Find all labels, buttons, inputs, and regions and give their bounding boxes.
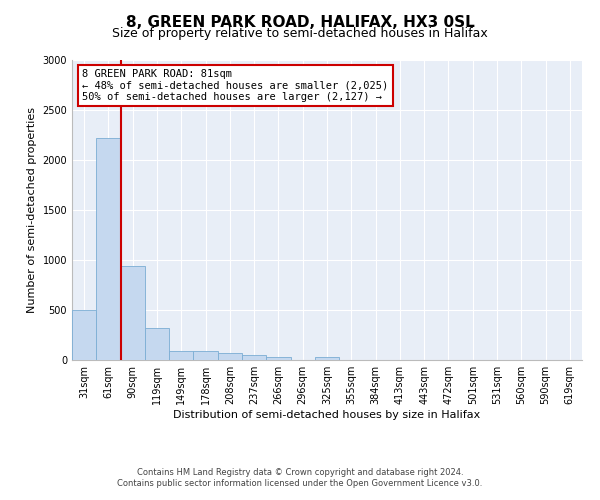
Bar: [218, 352, 242, 360]
Bar: [193, 351, 218, 360]
X-axis label: Distribution of semi-detached houses by size in Halifax: Distribution of semi-detached houses by …: [173, 410, 481, 420]
Bar: [72, 310, 96, 360]
Bar: [266, 357, 290, 360]
Text: Contains HM Land Registry data © Crown copyright and database right 2024.
Contai: Contains HM Land Registry data © Crown c…: [118, 468, 482, 487]
Bar: [96, 138, 121, 360]
Text: 8, GREEN PARK ROAD, HALIFAX, HX3 0SL: 8, GREEN PARK ROAD, HALIFAX, HX3 0SL: [125, 15, 475, 30]
Bar: [145, 328, 169, 360]
Y-axis label: Number of semi-detached properties: Number of semi-detached properties: [27, 107, 37, 313]
Text: Size of property relative to semi-detached houses in Halifax: Size of property relative to semi-detach…: [112, 28, 488, 40]
Text: 8 GREEN PARK ROAD: 81sqm
← 48% of semi-detached houses are smaller (2,025)
50% o: 8 GREEN PARK ROAD: 81sqm ← 48% of semi-d…: [82, 69, 388, 102]
Bar: [315, 357, 339, 360]
Bar: [121, 266, 145, 360]
Bar: [242, 355, 266, 360]
Bar: [169, 350, 193, 360]
